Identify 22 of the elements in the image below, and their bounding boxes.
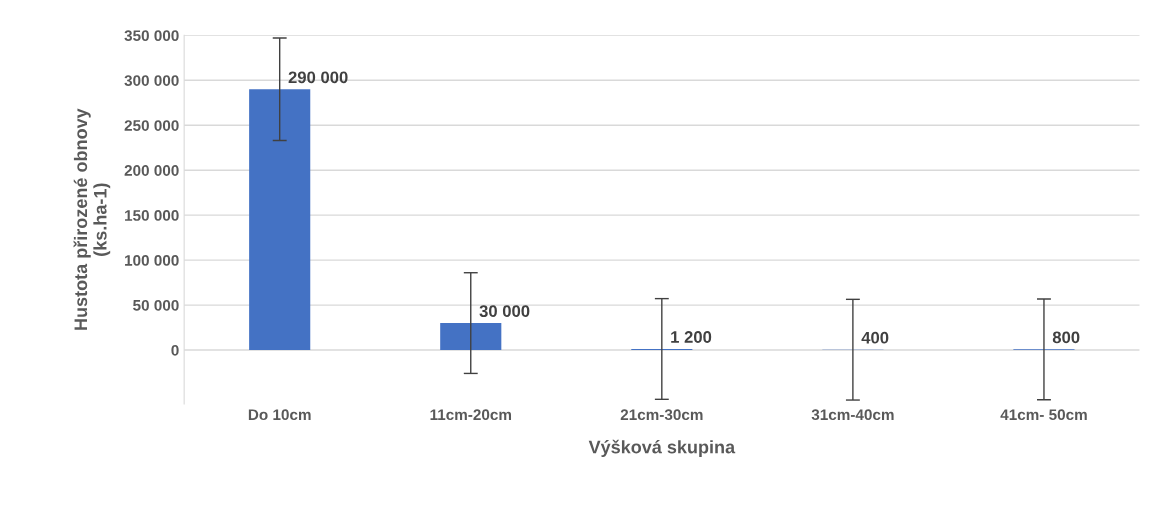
y-tick-label: 100 000 (125, 255, 179, 266)
y-tick-label: 50 000 (133, 299, 179, 311)
bar (440, 323, 502, 351)
data-label: 1 200 (671, 331, 712, 343)
data-label: 800 (1052, 331, 1080, 344)
y-tick-label: 350 000 (124, 30, 179, 42)
y-tick-label: 200 000 (124, 165, 179, 176)
y-tick-label: 300 000 (124, 75, 179, 87)
data-label: 30 000 (479, 305, 530, 318)
data-label: 400 (861, 331, 889, 344)
y-axis-title: Hustota přirozené obnovy (ks.ha-1) (73, 108, 111, 330)
y-tick-label: 250 000 (124, 120, 179, 131)
bar (249, 89, 311, 351)
x-tick-label: 21cm-30cm (620, 409, 703, 421)
x-tick-label: 11cm-20cm (430, 409, 512, 421)
x-tick-label: Do 10cm (248, 409, 311, 421)
x-tick-label: 31cm-40cm (811, 409, 894, 421)
x-axis-title: Výšková skupina (588, 439, 736, 457)
y-tick-label: 0 (171, 344, 179, 356)
x-tick-label: 41cm- 50cm (1000, 409, 1087, 421)
y-tick-label: 150 000 (125, 210, 179, 221)
data-label: 290 000 (288, 71, 348, 84)
